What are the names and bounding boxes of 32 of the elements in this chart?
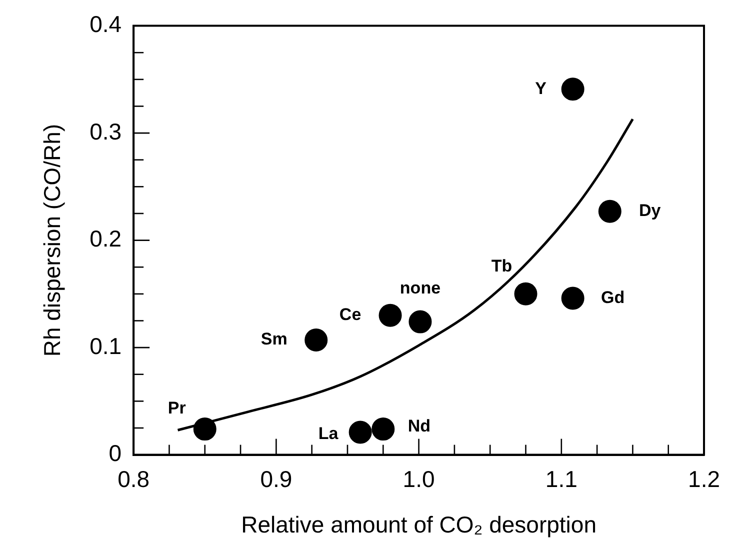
data-label: Tb — [491, 256, 512, 276]
data-label: La — [318, 424, 339, 443]
point — [561, 286, 584, 310]
y-tick-label: 0.3 — [90, 118, 122, 144]
point — [514, 282, 538, 306]
point — [348, 420, 372, 444]
point — [304, 328, 328, 352]
point — [408, 310, 432, 334]
x-axis-title: Relative amount of CO₂ desorption — [241, 512, 596, 538]
point — [561, 78, 584, 101]
x-tick-label: 0.8 — [118, 466, 150, 492]
y-axis-title: Rh dispersion (CO/Rh) — [39, 124, 66, 357]
x-tick-label: 1.1 — [545, 466, 578, 492]
data-label: none — [400, 278, 441, 298]
data-label: Sm — [260, 330, 288, 349]
y-tick-label: 0.2 — [90, 226, 122, 252]
x-tick-label: 0.9 — [260, 466, 292, 492]
point — [193, 418, 216, 441]
y-tick-label: 0.4 — [90, 11, 122, 38]
point — [598, 200, 622, 223]
point — [378, 304, 402, 327]
y-tick-label: 0.1 — [90, 332, 122, 359]
y-tick-label: 0 — [108, 440, 122, 466]
data-label: Gd — [601, 288, 625, 307]
point — [372, 418, 395, 441]
data-label: Nd — [408, 416, 430, 436]
data-label: Ce — [339, 305, 362, 324]
data-label: Pr — [168, 398, 186, 418]
data-label: Dy — [639, 201, 662, 220]
x-tick-label: 1.2 — [688, 466, 720, 492]
x-tick-label: 1.0 — [402, 466, 435, 492]
data-label: Y — [535, 78, 548, 98]
